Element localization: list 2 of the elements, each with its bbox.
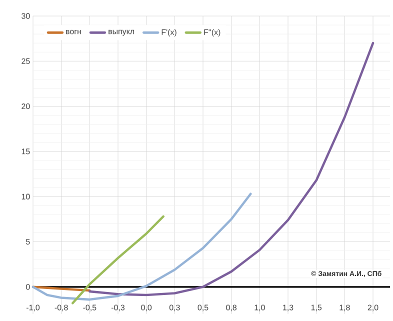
line-series <box>72 215 164 304</box>
line-series <box>32 192 252 301</box>
